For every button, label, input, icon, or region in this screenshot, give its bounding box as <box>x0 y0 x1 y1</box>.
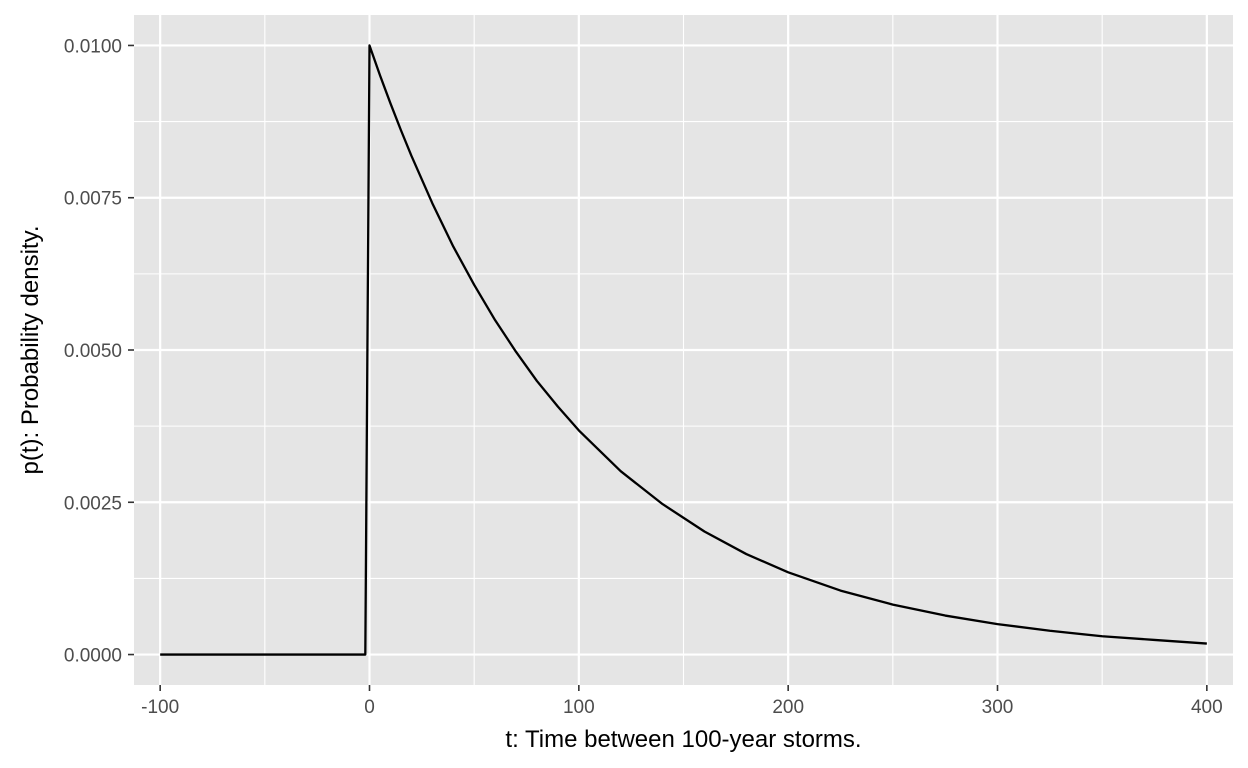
x-tick-label: 400 <box>1191 697 1223 718</box>
y-tick-label: 0.0000 <box>64 646 122 667</box>
series-group <box>160 44 1207 656</box>
y-tick-label: 0.0050 <box>64 341 122 362</box>
axis-ticks <box>128 44 1208 691</box>
y-tick-label: 0.0025 <box>64 493 122 514</box>
x-tick-label: -100 <box>141 697 179 718</box>
x-tick-label: 300 <box>982 697 1014 718</box>
x-tick-label: 200 <box>772 697 804 718</box>
y-axis-title: p(t): Probability density. <box>17 226 44 475</box>
x-tick-label: 0 <box>364 697 375 718</box>
series-line-0 <box>160 44 1207 656</box>
x-tick-label: 100 <box>563 697 595 718</box>
y-tick-label: 0.0100 <box>64 36 122 57</box>
y-tick-label: 0.0075 <box>64 189 122 210</box>
x-axis-title: t: Time between 100-year storms. <box>505 726 861 753</box>
tick-labels: -100 0 100 200 300 400 0.0000 0.0025 0.0050 0.007… <box>64 36 1223 718</box>
